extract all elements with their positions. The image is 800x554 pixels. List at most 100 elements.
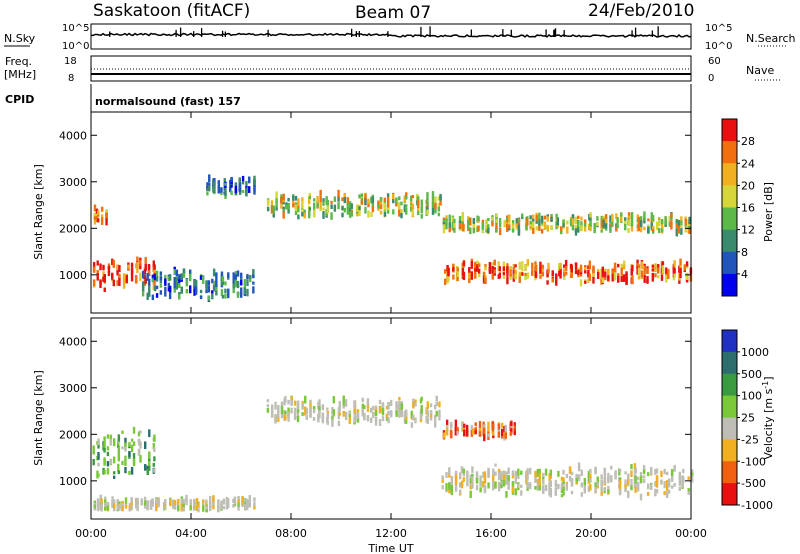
- echo-cell: [343, 207, 346, 213]
- echo-cell: [584, 266, 587, 271]
- echo-cell: [538, 225, 541, 231]
- echo-cell: [514, 470, 518, 478]
- colorbar-segment: [722, 119, 737, 142]
- echo-cell: [538, 468, 541, 476]
- echo-cell: [665, 471, 669, 476]
- echo-cell: [97, 210, 100, 215]
- echo-cell: [593, 222, 596, 227]
- echo-cell: [474, 271, 477, 279]
- echo-cell: [564, 259, 568, 268]
- echo-cell: [331, 407, 334, 415]
- echo-cell: [303, 209, 306, 218]
- echo-cell: [450, 423, 453, 429]
- cpid-text: normalsound (fast) 157: [95, 95, 241, 108]
- echo-cell: [482, 471, 485, 478]
- echo-cell: [350, 211, 353, 217]
- echo-cell: [506, 266, 509, 274]
- echo-cell: [518, 271, 521, 280]
- echo-cell: [630, 218, 634, 227]
- echo-cell: [546, 280, 549, 285]
- echo-cell: [614, 470, 617, 479]
- echo-cell: [148, 284, 151, 291]
- echo-cell: [461, 215, 465, 222]
- echo-cell: [143, 502, 147, 509]
- echo-cell: [622, 274, 626, 282]
- freq-right-tick-bottom: 0: [708, 73, 714, 84]
- echo-cell: [665, 267, 668, 274]
- echo-cell: [456, 267, 459, 272]
- echo-cell: [574, 262, 578, 270]
- echo-cell: [477, 216, 480, 221]
- echo-cell: [471, 466, 474, 473]
- echo-cell: [182, 498, 185, 504]
- echo-cell: [482, 481, 485, 488]
- echo-cell: [525, 223, 528, 231]
- echo-cell: [529, 222, 532, 228]
- echo-cell: [309, 409, 312, 418]
- echo-cell: [642, 465, 646, 473]
- echo-cell: [353, 406, 357, 414]
- echo-cell: [215, 281, 218, 289]
- echo-cell: [539, 261, 542, 268]
- echo-cell: [149, 499, 153, 507]
- echo-cell: [167, 282, 171, 288]
- echo-cell: [426, 209, 429, 215]
- date-title: 24/Feb/2010: [588, 1, 694, 21]
- echo-cell: [667, 274, 670, 280]
- echo-cell: [128, 441, 131, 447]
- echo-cell: [356, 411, 360, 419]
- echo-cell: [660, 470, 663, 478]
- echo-cell: [540, 215, 544, 223]
- echo-cell: [469, 474, 472, 479]
- echo-cell: [459, 482, 462, 488]
- echo-cell: [562, 489, 565, 496]
- echo-cell: [583, 477, 587, 486]
- echo-cell: [472, 227, 476, 234]
- echo-cell: [469, 227, 472, 235]
- echo-cell: [280, 406, 284, 414]
- echo-cell: [435, 410, 438, 417]
- echo-cell: [665, 480, 669, 488]
- echo-cell: [253, 175, 256, 184]
- echo-cell: [224, 182, 227, 186]
- echo-cell: [470, 261, 474, 269]
- echo-cell: [435, 402, 438, 407]
- echo-cell: [506, 227, 509, 232]
- echo-cell: [481, 228, 485, 233]
- echo-cell: [234, 183, 238, 188]
- echo-cell: [348, 418, 351, 425]
- echo-cell: [640, 270, 644, 278]
- echo-cell: [534, 264, 538, 271]
- echo-cell: [164, 292, 167, 297]
- echo-cell: [381, 402, 385, 407]
- echo-cell: [282, 193, 285, 201]
- echo-cell: [663, 491, 666, 496]
- echo-cell: [270, 404, 274, 411]
- echo-cell: [236, 281, 240, 289]
- echo-cell: [636, 476, 640, 481]
- echo-cell: [344, 411, 348, 416]
- echo-cell: [217, 500, 220, 507]
- echo-cell: [534, 471, 537, 478]
- echo-cell: [596, 216, 599, 221]
- echo-cell: [358, 210, 361, 217]
- echo-cell: [148, 289, 151, 293]
- echo-cell: [536, 469, 540, 477]
- echo-cell: [450, 485, 454, 492]
- echo-cell: [657, 227, 661, 234]
- cpid-label: CPID: [5, 93, 34, 106]
- echo-cell: [342, 400, 345, 406]
- power-colorbar: 4 8 12 16 20 24 28: [721, 118, 755, 297]
- echo-cell: [491, 273, 495, 280]
- echo-cell: [206, 188, 209, 192]
- echo-cell: [479, 479, 482, 487]
- echo-cell: [636, 214, 639, 219]
- echo-cell: [371, 203, 375, 207]
- echo-cell: [574, 269, 578, 275]
- echo-cell: [319, 201, 322, 209]
- echo-cell: [159, 276, 163, 281]
- echo-cell: [554, 487, 558, 496]
- echo-cell: [429, 403, 433, 408]
- echo-cell: [607, 270, 610, 279]
- echo-cell: [504, 432, 507, 439]
